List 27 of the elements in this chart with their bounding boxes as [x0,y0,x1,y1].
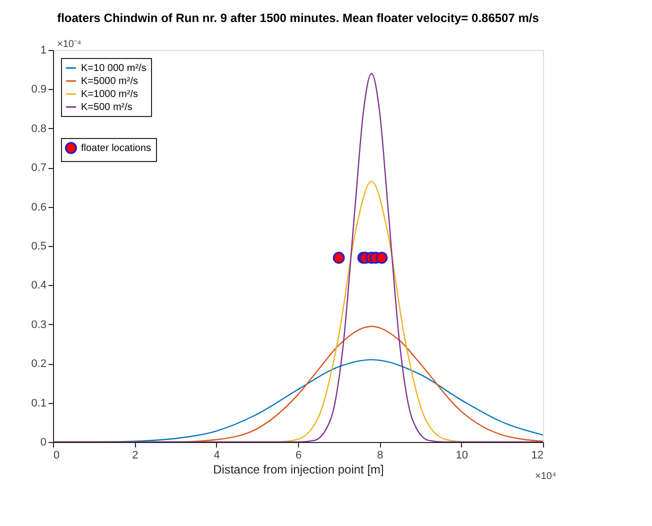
x-tick-label: 10 [456,450,468,462]
legend-label: K=1000 m²/s [81,89,138,100]
y-tick-label: 0.6 [31,201,46,214]
y-tick-label: 0.1 [31,397,46,410]
x-axis-title: Distance from injection point [m] [213,462,384,476]
y-tick-label: 0.4 [31,280,46,292]
x-tick-label: 0 [54,450,60,462]
x-tick-label: 12 [531,450,544,462]
y-tick-label: 0.8 [31,122,46,135]
y-tick-label: 0.3 [31,318,46,331]
legend-label: K=500 m²/s [81,102,132,113]
legend-label: K=5000 m²/s [81,76,138,87]
x-tick-label: 8 [377,450,384,462]
legend-label: K=10 000 m²/s [81,63,146,74]
x-tick-label: 4 [214,450,220,462]
chart-title: floaters Chindwin of Run nr. 9 after 1500 minutes. Mean floater velocity= 0.86507 m/s [57,11,540,25]
y-tick-label: 1 [40,44,46,56]
y-tick-label: 0.7 [31,162,46,174]
y-tick-label: 0.9 [31,84,46,96]
text: ×10⁻⁴ [57,39,82,50]
x-tick-label: 6 [295,450,302,462]
legend-label: floater locations [81,143,152,154]
y-tick-label: 0.2 [31,358,46,370]
x-tick-label: 2 [132,450,138,462]
text: ×10⁴ [535,471,556,482]
y-tick-label: 0 [40,436,46,448]
y-tick-label: 0.5 [31,240,46,252]
